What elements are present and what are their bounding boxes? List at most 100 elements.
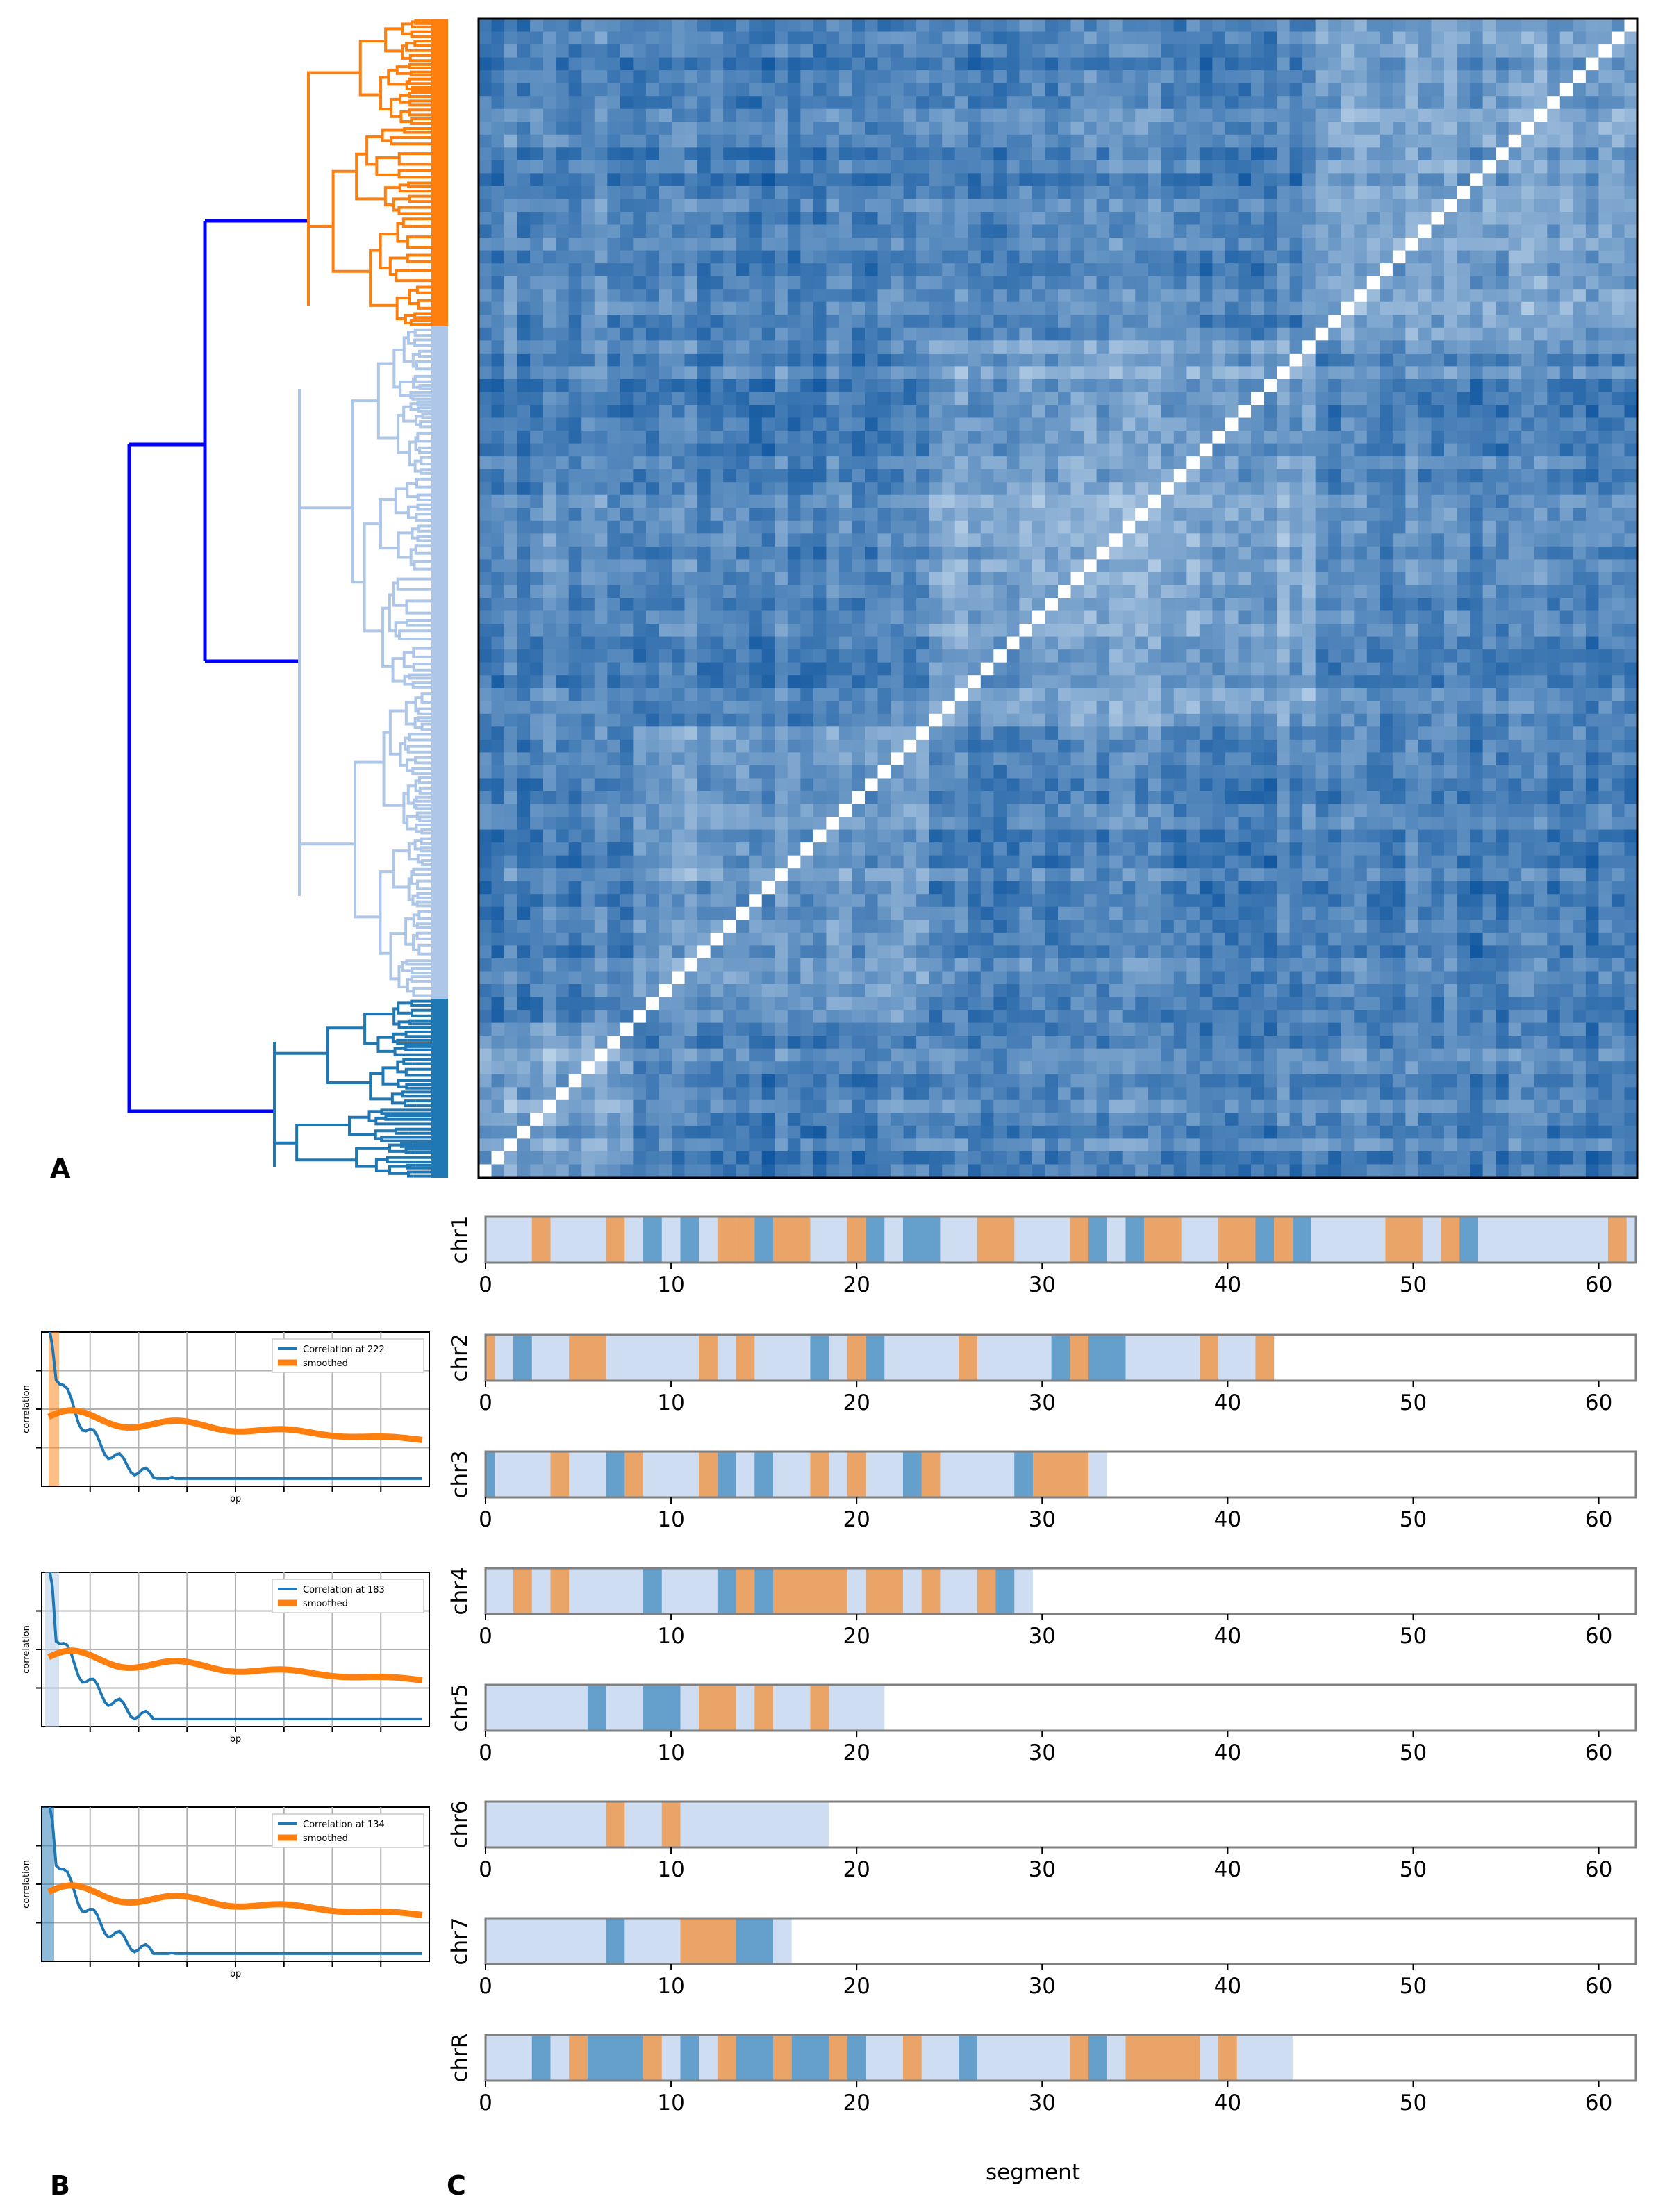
heatmap-cell xyxy=(1290,122,1303,135)
heatmap-cell xyxy=(723,160,736,174)
heatmap-cell xyxy=(1007,109,1020,122)
heatmap-cell xyxy=(633,32,646,45)
heatmap-cell xyxy=(543,469,556,483)
heatmap-cell xyxy=(1405,431,1418,444)
heatmap-cell xyxy=(878,469,891,483)
heatmap-cell xyxy=(646,83,659,97)
heatmap-cell xyxy=(826,32,839,45)
heatmap-cell xyxy=(1045,598,1058,611)
heatmap-cell xyxy=(968,598,981,611)
heatmap-cell xyxy=(492,276,505,290)
heatmap-cell xyxy=(1225,508,1239,521)
heatmap-cell xyxy=(981,392,994,405)
heatmap-cell xyxy=(1302,598,1316,611)
heatmap-cell xyxy=(518,315,531,328)
heatmap-cell xyxy=(1200,482,1213,495)
heatmap-cell xyxy=(1509,649,1522,663)
dendrogram-branch xyxy=(383,608,393,667)
heatmap-cell xyxy=(1097,160,1110,174)
heatmap-cell xyxy=(891,135,904,148)
heatmap-cell xyxy=(749,482,762,495)
heatmap-cell xyxy=(968,533,981,547)
heatmap-cell xyxy=(865,302,878,315)
heatmap-cell xyxy=(1431,251,1444,264)
heatmap-cell xyxy=(1328,572,1341,585)
heatmap-cell xyxy=(1457,366,1471,379)
correlation-heatmap xyxy=(479,19,1638,1178)
heatmap-cell xyxy=(1148,225,1161,238)
heatmap-cell xyxy=(1431,547,1444,560)
heatmap-cell xyxy=(865,173,878,186)
heatmap-cell xyxy=(839,611,852,624)
heatmap-cell xyxy=(1212,637,1225,650)
heatmap-cell xyxy=(1367,366,1380,379)
heatmap-cell xyxy=(826,637,839,650)
heatmap-cell xyxy=(1097,32,1110,45)
heatmap-cell xyxy=(1354,122,1367,135)
heatmap-cell xyxy=(1264,328,1277,341)
heatmap-cell xyxy=(916,19,929,32)
heatmap-cell xyxy=(633,405,646,418)
heatmap-cell xyxy=(1186,418,1200,431)
heatmap-cell xyxy=(1470,392,1483,405)
heatmap-cell xyxy=(1007,315,1020,328)
heatmap-cell xyxy=(1238,276,1251,290)
heatmap-cell xyxy=(865,276,878,290)
heatmap-cell xyxy=(1109,379,1123,392)
heatmap-cell xyxy=(1598,328,1612,341)
heatmap-cell xyxy=(839,263,852,276)
heatmap-cell xyxy=(1186,456,1200,469)
heatmap-cell xyxy=(878,44,891,58)
heatmap-cell xyxy=(1277,585,1290,598)
heatmap-cell xyxy=(1174,508,1187,521)
heatmap-cell xyxy=(813,379,827,392)
heatmap-cell xyxy=(993,405,1007,418)
heatmap-cell xyxy=(1032,533,1045,547)
heatmap-cell xyxy=(865,598,878,611)
heatmap-cell xyxy=(1186,83,1200,97)
heatmap-cell xyxy=(646,624,659,637)
heatmap-cell xyxy=(993,340,1007,354)
heatmap-cell xyxy=(646,32,659,45)
heatmap-cell xyxy=(1380,508,1393,521)
heatmap-cell xyxy=(1186,186,1200,199)
heatmap-cell xyxy=(1058,649,1071,663)
heatmap-cell xyxy=(1354,637,1367,650)
heatmap-cell xyxy=(1264,315,1277,328)
heatmap-cell xyxy=(711,469,724,483)
heatmap-cell xyxy=(775,328,788,341)
heatmap-cell xyxy=(1019,624,1032,637)
heatmap-cell xyxy=(762,585,775,598)
heatmap-cell xyxy=(1444,418,1457,431)
heatmap-cell xyxy=(865,328,878,341)
heatmap-cell xyxy=(1277,238,1290,251)
heatmap-cell xyxy=(929,199,943,212)
heatmap-cell xyxy=(762,263,775,276)
heatmap-cell xyxy=(749,611,762,624)
heatmap-cell xyxy=(1225,212,1239,225)
heatmap-cell xyxy=(1444,392,1457,405)
heatmap-cell xyxy=(1405,495,1418,508)
heatmap-cell xyxy=(672,32,685,45)
heatmap-cell xyxy=(736,547,750,560)
heatmap-cell xyxy=(543,405,556,418)
heatmap-cell xyxy=(865,482,878,495)
heatmap-cell xyxy=(1264,109,1277,122)
heatmap-cell xyxy=(1200,147,1213,160)
heatmap-cell xyxy=(1225,482,1239,495)
heatmap-cell xyxy=(1393,456,1406,469)
heatmap-cell xyxy=(1547,366,1560,379)
heatmap-cell xyxy=(1367,96,1380,109)
heatmap-cell xyxy=(1135,405,1148,418)
heatmap-cell xyxy=(1444,572,1457,585)
heatmap-cell xyxy=(1598,585,1612,598)
heatmap-cell xyxy=(1431,611,1444,624)
heatmap-cell xyxy=(852,109,865,122)
heatmap-cell xyxy=(581,533,595,547)
heatmap-cell xyxy=(685,83,698,97)
heatmap-cell xyxy=(1084,611,1097,624)
heatmap-cell xyxy=(685,212,698,225)
heatmap-cell xyxy=(839,637,852,650)
heatmap-cell xyxy=(518,83,531,97)
heatmap-cell xyxy=(1612,302,1625,315)
